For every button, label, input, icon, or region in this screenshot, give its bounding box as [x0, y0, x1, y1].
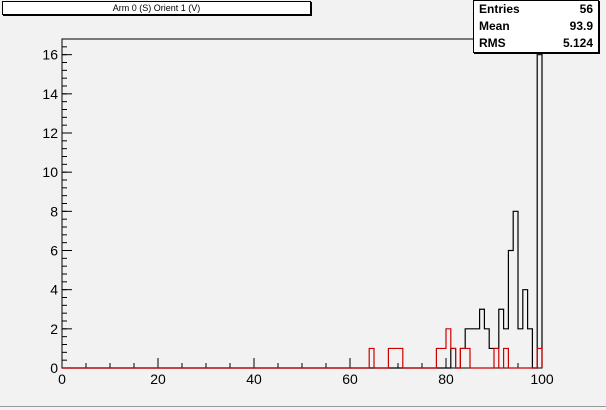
canvas-bottom-divider — [0, 406, 606, 407]
y-tick-label: 0 — [50, 360, 58, 376]
stats-value: 56 — [579, 2, 593, 16]
stats-value: 5.124 — [562, 36, 593, 50]
histogram-title: Arm 0 (S) Orient 1 (V) — [2, 1, 311, 15]
y-tick-label: 12 — [42, 125, 58, 141]
y-tick-label: 16 — [42, 47, 58, 63]
stats-box: Entries 56 Mean 93.9 RMS 5.124 — [473, 0, 599, 53]
y-tick-label: 4 — [50, 282, 58, 298]
stats-row-rms: RMS 5.124 — [474, 35, 598, 52]
x-tick-label: 100 — [530, 371, 554, 387]
y-tick-label: 14 — [42, 86, 58, 102]
stats-row-mean: Mean 93.9 — [474, 18, 598, 35]
y-tick-label: 10 — [42, 164, 58, 180]
x-tick-label: 20 — [150, 371, 166, 387]
plot-frame — [61, 38, 543, 369]
x-tick-label: 80 — [438, 371, 454, 387]
stats-label: Mean — [479, 19, 510, 33]
y-tick-label: 6 — [50, 243, 58, 259]
stats-label: Entries — [479, 2, 520, 16]
y-tick-label: 2 — [50, 321, 58, 337]
stats-value: 93.9 — [569, 19, 593, 33]
x-tick-label: 60 — [342, 371, 358, 387]
stats-label: RMS — [479, 36, 506, 50]
series-red-outline — [62, 328, 543, 369]
y-tick-label: 8 — [50, 203, 58, 219]
x-tick-label: 0 — [58, 371, 66, 387]
x-tick-label: 40 — [246, 371, 262, 387]
stats-row-entries: Entries 56 — [474, 1, 598, 18]
